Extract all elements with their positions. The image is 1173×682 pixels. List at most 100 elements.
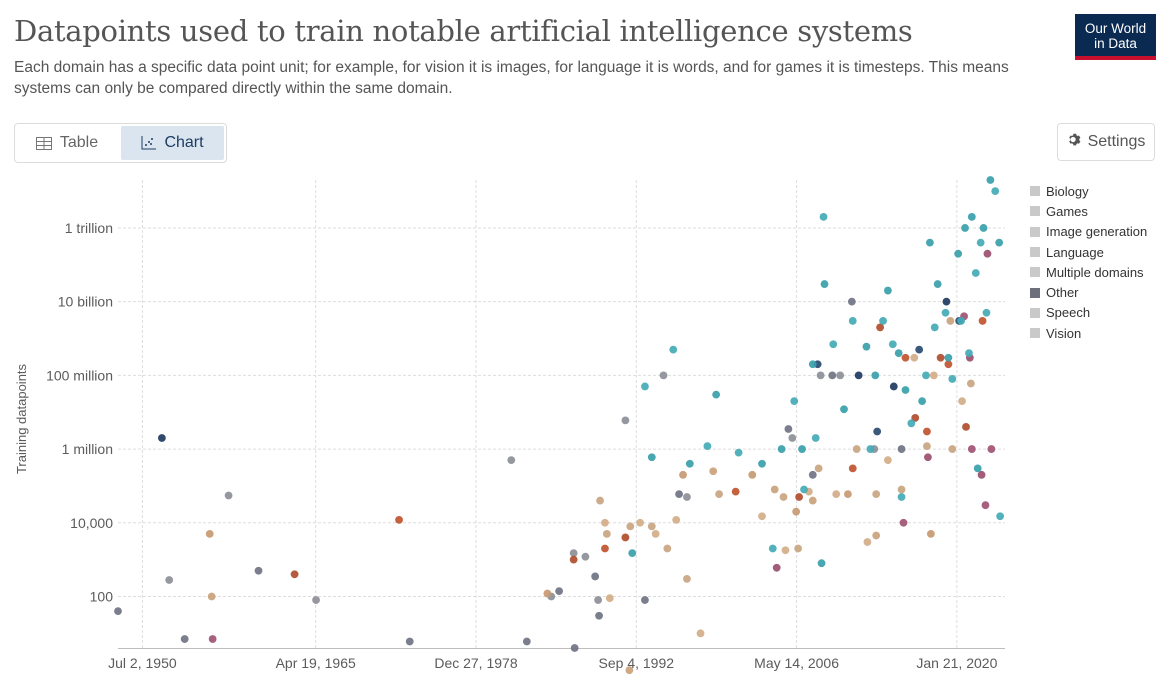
data-point-language: [794, 544, 803, 553]
legend-swatch: [1030, 186, 1040, 197]
data-point-vision: [883, 286, 892, 295]
data-point-language: [814, 464, 823, 473]
data-point-vision: [907, 419, 916, 428]
data-point-games: [625, 666, 634, 675]
data-point-other: [897, 445, 906, 453]
data-point-speech: [621, 533, 630, 542]
data-point-vision: [918, 397, 927, 406]
x-tick-label: Apr 19, 1965: [276, 655, 356, 671]
tab-chart-label: Chart: [164, 134, 204, 151]
data-point-language: [601, 518, 609, 527]
data-point-language: [602, 529, 611, 538]
data-point-vision: [819, 212, 828, 221]
data-point-vision: [712, 390, 721, 399]
data-point-vision: [979, 224, 988, 232]
view-tabs: Table Chart: [14, 123, 227, 163]
data-point-language: [636, 518, 644, 527]
legend-swatch: [1030, 206, 1040, 217]
data-point-vision: [986, 176, 995, 184]
chart-title: Datapoints used to train notable artific…: [14, 14, 913, 48]
data-point-vision: [790, 397, 799, 406]
data-point-other: [788, 434, 797, 442]
data-point-games: [770, 485, 779, 494]
legend-item-image-generation[interactable]: Image generation: [1030, 222, 1147, 242]
data-point-vision: [685, 459, 694, 468]
data-point-other: [683, 493, 691, 501]
data-point-games: [709, 467, 718, 476]
data-point-language: [948, 445, 957, 453]
y-tick-label: 10 billion: [58, 294, 113, 310]
legend-item-multiple-domains[interactable]: Multiple domains: [1030, 262, 1147, 282]
legend-item-biology[interactable]: Biology: [1030, 181, 1147, 201]
data-point-speech: [962, 422, 970, 431]
legend-label: Vision: [1046, 325, 1082, 341]
legend-item-language[interactable]: Language: [1030, 242, 1147, 262]
data-point-language: [883, 456, 892, 465]
data-point-vision: [703, 442, 712, 451]
data-point-biology: [854, 371, 863, 380]
data-point-vision: [894, 349, 903, 358]
data-point-games: [926, 529, 935, 538]
data-point-vision: [995, 238, 1004, 247]
data-point-other: [659, 371, 668, 380]
data-point-vision: [965, 349, 973, 358]
data-point-speech: [601, 544, 609, 553]
data-point-speech: [911, 414, 920, 422]
data-point-games: [808, 496, 817, 505]
data-point-vision: [811, 434, 820, 442]
data-point-vision: [954, 249, 963, 258]
data-point-other: [569, 549, 578, 558]
y-tick-label: 100: [90, 588, 114, 604]
data-point-other: [114, 607, 122, 616]
settings-button[interactable]: Settings: [1057, 123, 1155, 161]
data-point-vision: [925, 238, 934, 247]
data-point-games: [792, 507, 801, 516]
data-point-vision: [758, 459, 766, 468]
data-point-other: [254, 566, 263, 575]
data-point-language: [651, 529, 660, 538]
data-point-games: [543, 589, 552, 598]
data-point-vision: [628, 549, 637, 558]
data-point-speech: [848, 464, 857, 473]
data-point-vision: [973, 464, 982, 473]
legend-item-other[interactable]: Other: [1030, 282, 1147, 302]
data-point-language: [958, 397, 966, 406]
data-point-speech: [901, 353, 910, 362]
data-point-language: [832, 490, 841, 498]
tab-chart[interactable]: Chart: [121, 126, 224, 160]
data-point-other: [594, 596, 602, 604]
legend-label: Language: [1046, 244, 1104, 260]
data-point-language: [683, 574, 691, 583]
legend-item-vision[interactable]: Vision: [1030, 323, 1147, 343]
data-point-biology: [915, 345, 924, 354]
legend-swatch: [1030, 267, 1040, 278]
data-point-vision: [976, 238, 985, 247]
tab-table[interactable]: Table: [15, 124, 119, 162]
data-point-vision: [944, 353, 953, 362]
data-point-vision: [996, 512, 1005, 521]
data-point-vision: [971, 269, 980, 277]
data-point-vision: [800, 485, 808, 494]
data-point-vision: [933, 280, 942, 288]
data-point-biology: [942, 297, 951, 306]
chart-subtitle: Each domain has a specific data point un…: [14, 59, 1009, 97]
data-point-language: [929, 371, 938, 380]
data-point-vision: [817, 559, 826, 568]
data-point-other: [581, 552, 590, 561]
data-point-vision: [871, 371, 880, 380]
legend-item-speech[interactable]: Speech: [1030, 303, 1147, 323]
data-point-other: [621, 416, 630, 425]
data-point-language: [781, 546, 790, 555]
data-point-games: [679, 470, 687, 479]
logo-line-2: in Data: [1094, 36, 1137, 51]
legend-label: Games: [1046, 203, 1088, 219]
legend-item-games[interactable]: Games: [1030, 201, 1147, 221]
data-point-vision: [888, 340, 897, 349]
y-tick-label: 10,000: [70, 515, 113, 531]
data-point-other: [808, 470, 817, 479]
data-point-language: [910, 353, 919, 362]
data-point-vision: [991, 187, 1000, 195]
x-tick-label: Sep 4, 1992: [599, 655, 675, 671]
owid-logo[interactable]: Our World in Data: [1075, 14, 1156, 60]
data-point-image-generation: [967, 445, 976, 453]
